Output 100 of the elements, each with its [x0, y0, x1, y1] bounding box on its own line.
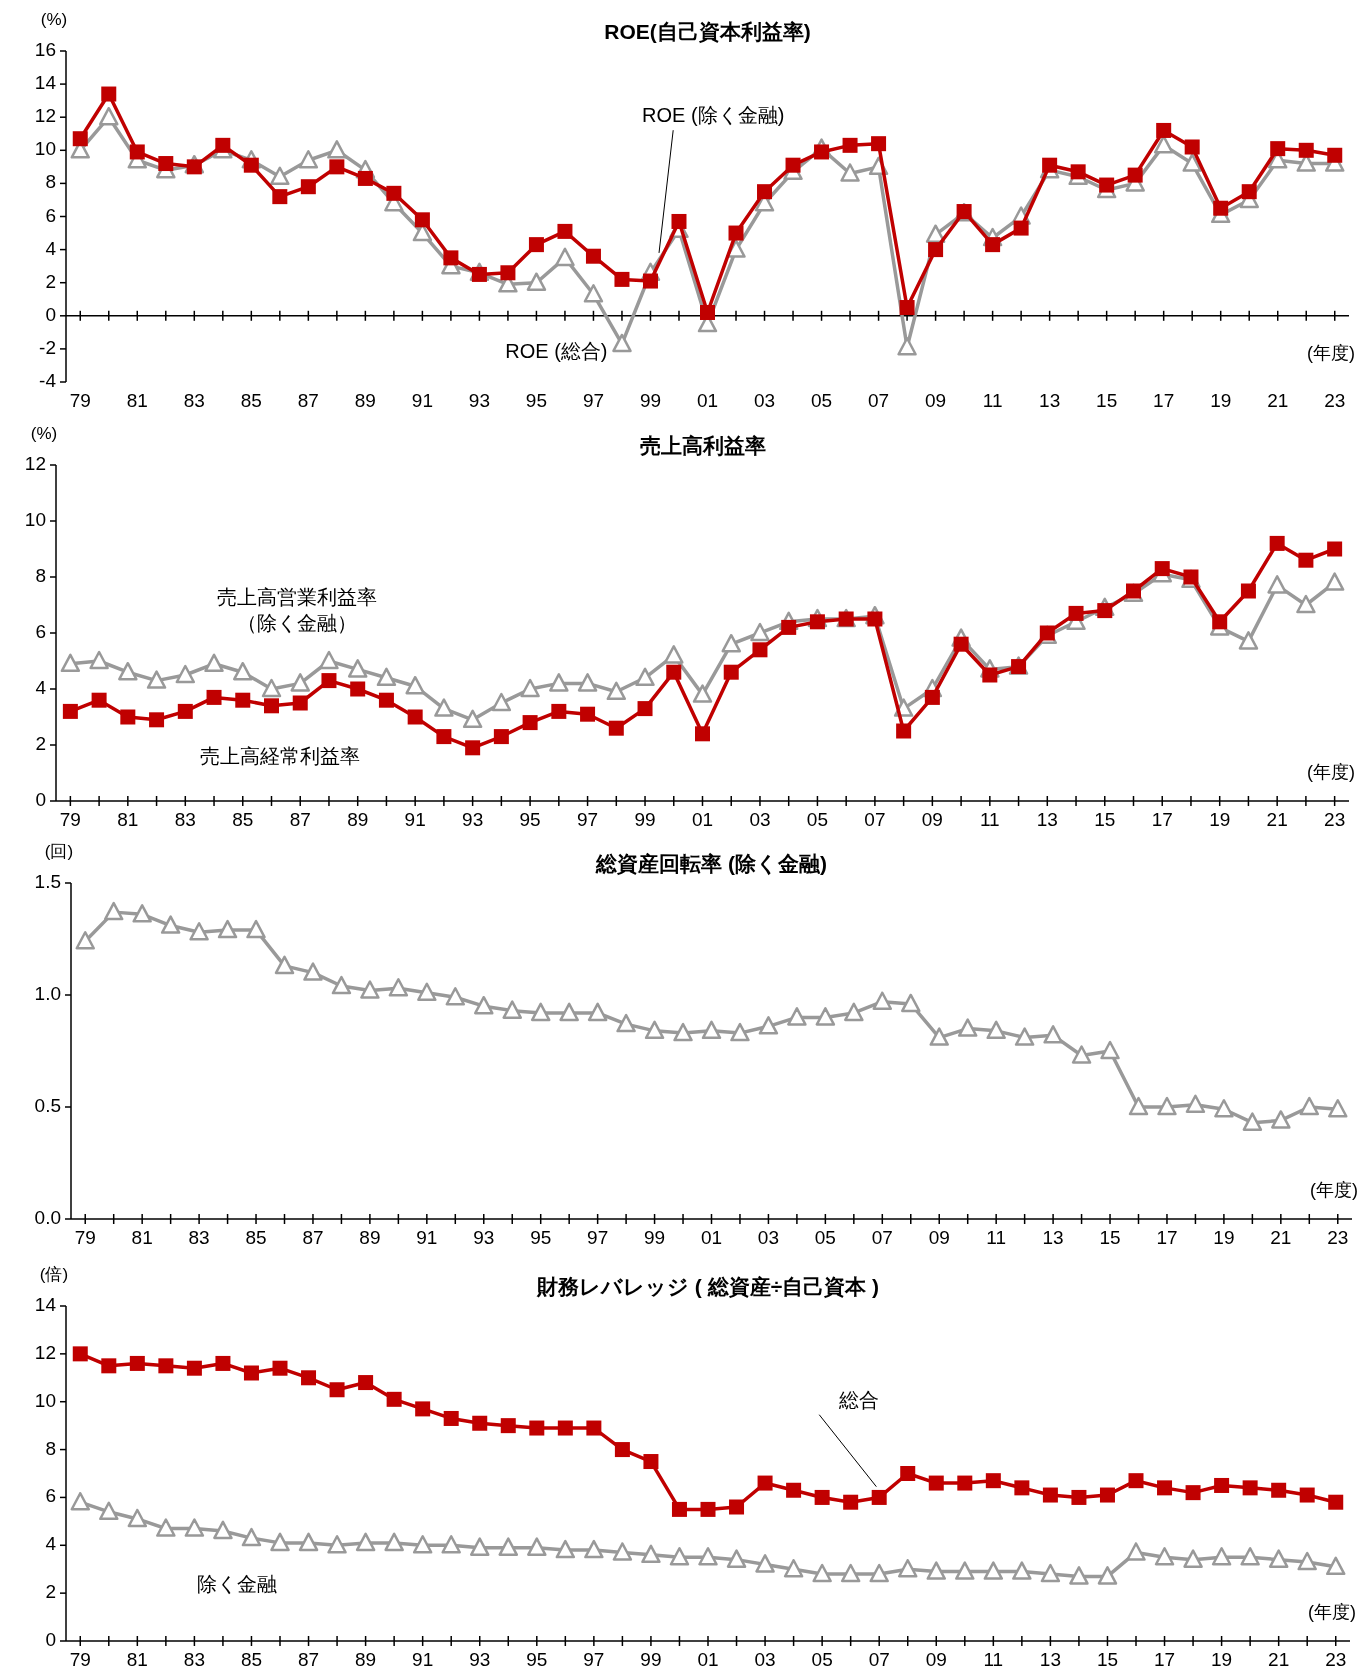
xtick: 91 — [416, 1227, 438, 1248]
xtick: 93 — [462, 809, 484, 830]
xtick: 07 — [864, 809, 886, 830]
xtick: 09 — [925, 1649, 947, 1667]
series-name: 除く金融 — [197, 1573, 278, 1596]
xtick: 83 — [183, 390, 205, 411]
xtick: 99 — [639, 390, 662, 411]
xtick: 87 — [289, 809, 311, 830]
series-name: 売上高営業利益率（除く金融） — [217, 586, 378, 635]
series-name: ROE (除く金融) — [642, 104, 785, 127]
xtick: 13 — [1042, 1227, 1064, 1248]
xtick: 99 — [644, 1227, 666, 1248]
xtick: 05 — [814, 1227, 836, 1248]
xtick: 11 — [979, 809, 1000, 830]
ytick: 0.5 — [34, 1095, 61, 1116]
title: 総資産回転率 (除く金融) — [596, 851, 827, 875]
xtick: 97 — [577, 809, 599, 830]
xtick: 17 — [1151, 809, 1173, 830]
series-name: ROE (総合) — [505, 340, 608, 363]
xtick: 17 — [1153, 390, 1175, 411]
xtick: 95 — [530, 1227, 552, 1248]
xtick: 83 — [174, 809, 196, 830]
title: 売上高利益率 — [639, 433, 766, 457]
xtick: 79 — [74, 1227, 96, 1248]
ytick: 6 — [35, 621, 46, 642]
series-name: 売上高経常利益率 — [200, 744, 361, 767]
ytick: -4 — [39, 370, 56, 391]
xtick: 05 — [810, 390, 833, 411]
xtick: 95 — [519, 809, 541, 830]
xtick: 03 — [749, 809, 771, 830]
ytick: 8 — [45, 171, 56, 193]
xlabel: (年度) — [1307, 761, 1355, 782]
xtick: 01 — [691, 809, 714, 830]
xtick: 99 — [634, 809, 656, 830]
ytick: 4 — [45, 237, 56, 259]
xtick: 99 — [640, 1649, 662, 1667]
ytick: 0 — [45, 1629, 56, 1650]
xtick: 15 — [1096, 1649, 1119, 1667]
xtick: 07 — [871, 1227, 893, 1248]
xtick: 85 — [240, 390, 262, 411]
xtick: 11 — [982, 390, 1003, 411]
ytick: 2 — [45, 270, 56, 292]
ytick: 4 — [35, 677, 46, 698]
xtick: 01 — [696, 390, 719, 411]
xtick: 89 — [359, 1227, 381, 1248]
ytick: 14 — [34, 72, 56, 94]
xtick: 21 — [1270, 1227, 1292, 1248]
xtick: 19 — [1209, 809, 1231, 830]
xtick: 87 — [297, 1649, 320, 1667]
xtick: 95 — [526, 1649, 548, 1667]
xtick: 15 — [1099, 1227, 1121, 1248]
xtick: 01 — [700, 1227, 723, 1248]
ytick: 14 — [34, 1294, 56, 1315]
xtick: 85 — [245, 1227, 267, 1248]
xtick: 79 — [59, 809, 81, 830]
xtick: 97 — [582, 390, 605, 411]
xlabel: (年度) — [1308, 1601, 1356, 1622]
ytick: 2 — [45, 1581, 56, 1603]
xtick: 23 — [1324, 390, 1346, 411]
xtick: 17 — [1156, 1227, 1178, 1248]
xtick: 97 — [587, 1227, 609, 1248]
ytick: 0 — [45, 303, 56, 325]
ylabel: (%) — [40, 10, 68, 30]
xtick: 19 — [1210, 390, 1232, 411]
title: 財務レバレッジ ( 総資産÷自己資本 ) — [537, 1274, 879, 1298]
xtick: 93 — [468, 390, 490, 411]
xtick: 21 — [1268, 1649, 1290, 1667]
xtick: 07 — [868, 1649, 890, 1667]
xtick: 85 — [240, 1649, 263, 1667]
ytick: 0.0 — [34, 1207, 61, 1228]
ytick: 12 — [34, 1341, 56, 1363]
xtick: 81 — [131, 1227, 153, 1248]
xtick: 11 — [986, 1227, 1007, 1248]
ytick: 1.0 — [34, 983, 61, 1004]
xtick: 19 — [1213, 1227, 1235, 1248]
xtick: 93 — [473, 1227, 495, 1248]
xtick: 21 — [1266, 809, 1288, 830]
ytick: 2 — [35, 733, 46, 754]
xtick: 11 — [983, 1649, 1004, 1667]
xtick: 89 — [354, 390, 376, 411]
xtick: 81 — [126, 390, 148, 411]
ytick: 10 — [34, 138, 56, 160]
xlabel: (年度) — [1307, 342, 1355, 363]
xtick: 13 — [1036, 809, 1058, 830]
ytick: 6 — [45, 1485, 56, 1507]
xtick: 87 — [297, 390, 319, 411]
xtick: 89 — [355, 1649, 377, 1667]
xtick: 23 — [1327, 1227, 1349, 1248]
ytick: 12 — [34, 105, 56, 127]
ytick: 10 — [34, 1389, 56, 1411]
ytick: 1.5 — [34, 871, 61, 892]
xtick: 23 — [1325, 1649, 1347, 1667]
xtick: 15 — [1096, 390, 1118, 411]
xtick: 95 — [525, 390, 547, 411]
xtick: 93 — [469, 1649, 491, 1667]
xtick: 79 — [69, 1649, 91, 1667]
ylabel: (%) — [30, 424, 58, 444]
xtick: 05 — [806, 809, 828, 830]
xtick: 07 — [868, 390, 890, 411]
xtick: 83 — [188, 1227, 210, 1248]
